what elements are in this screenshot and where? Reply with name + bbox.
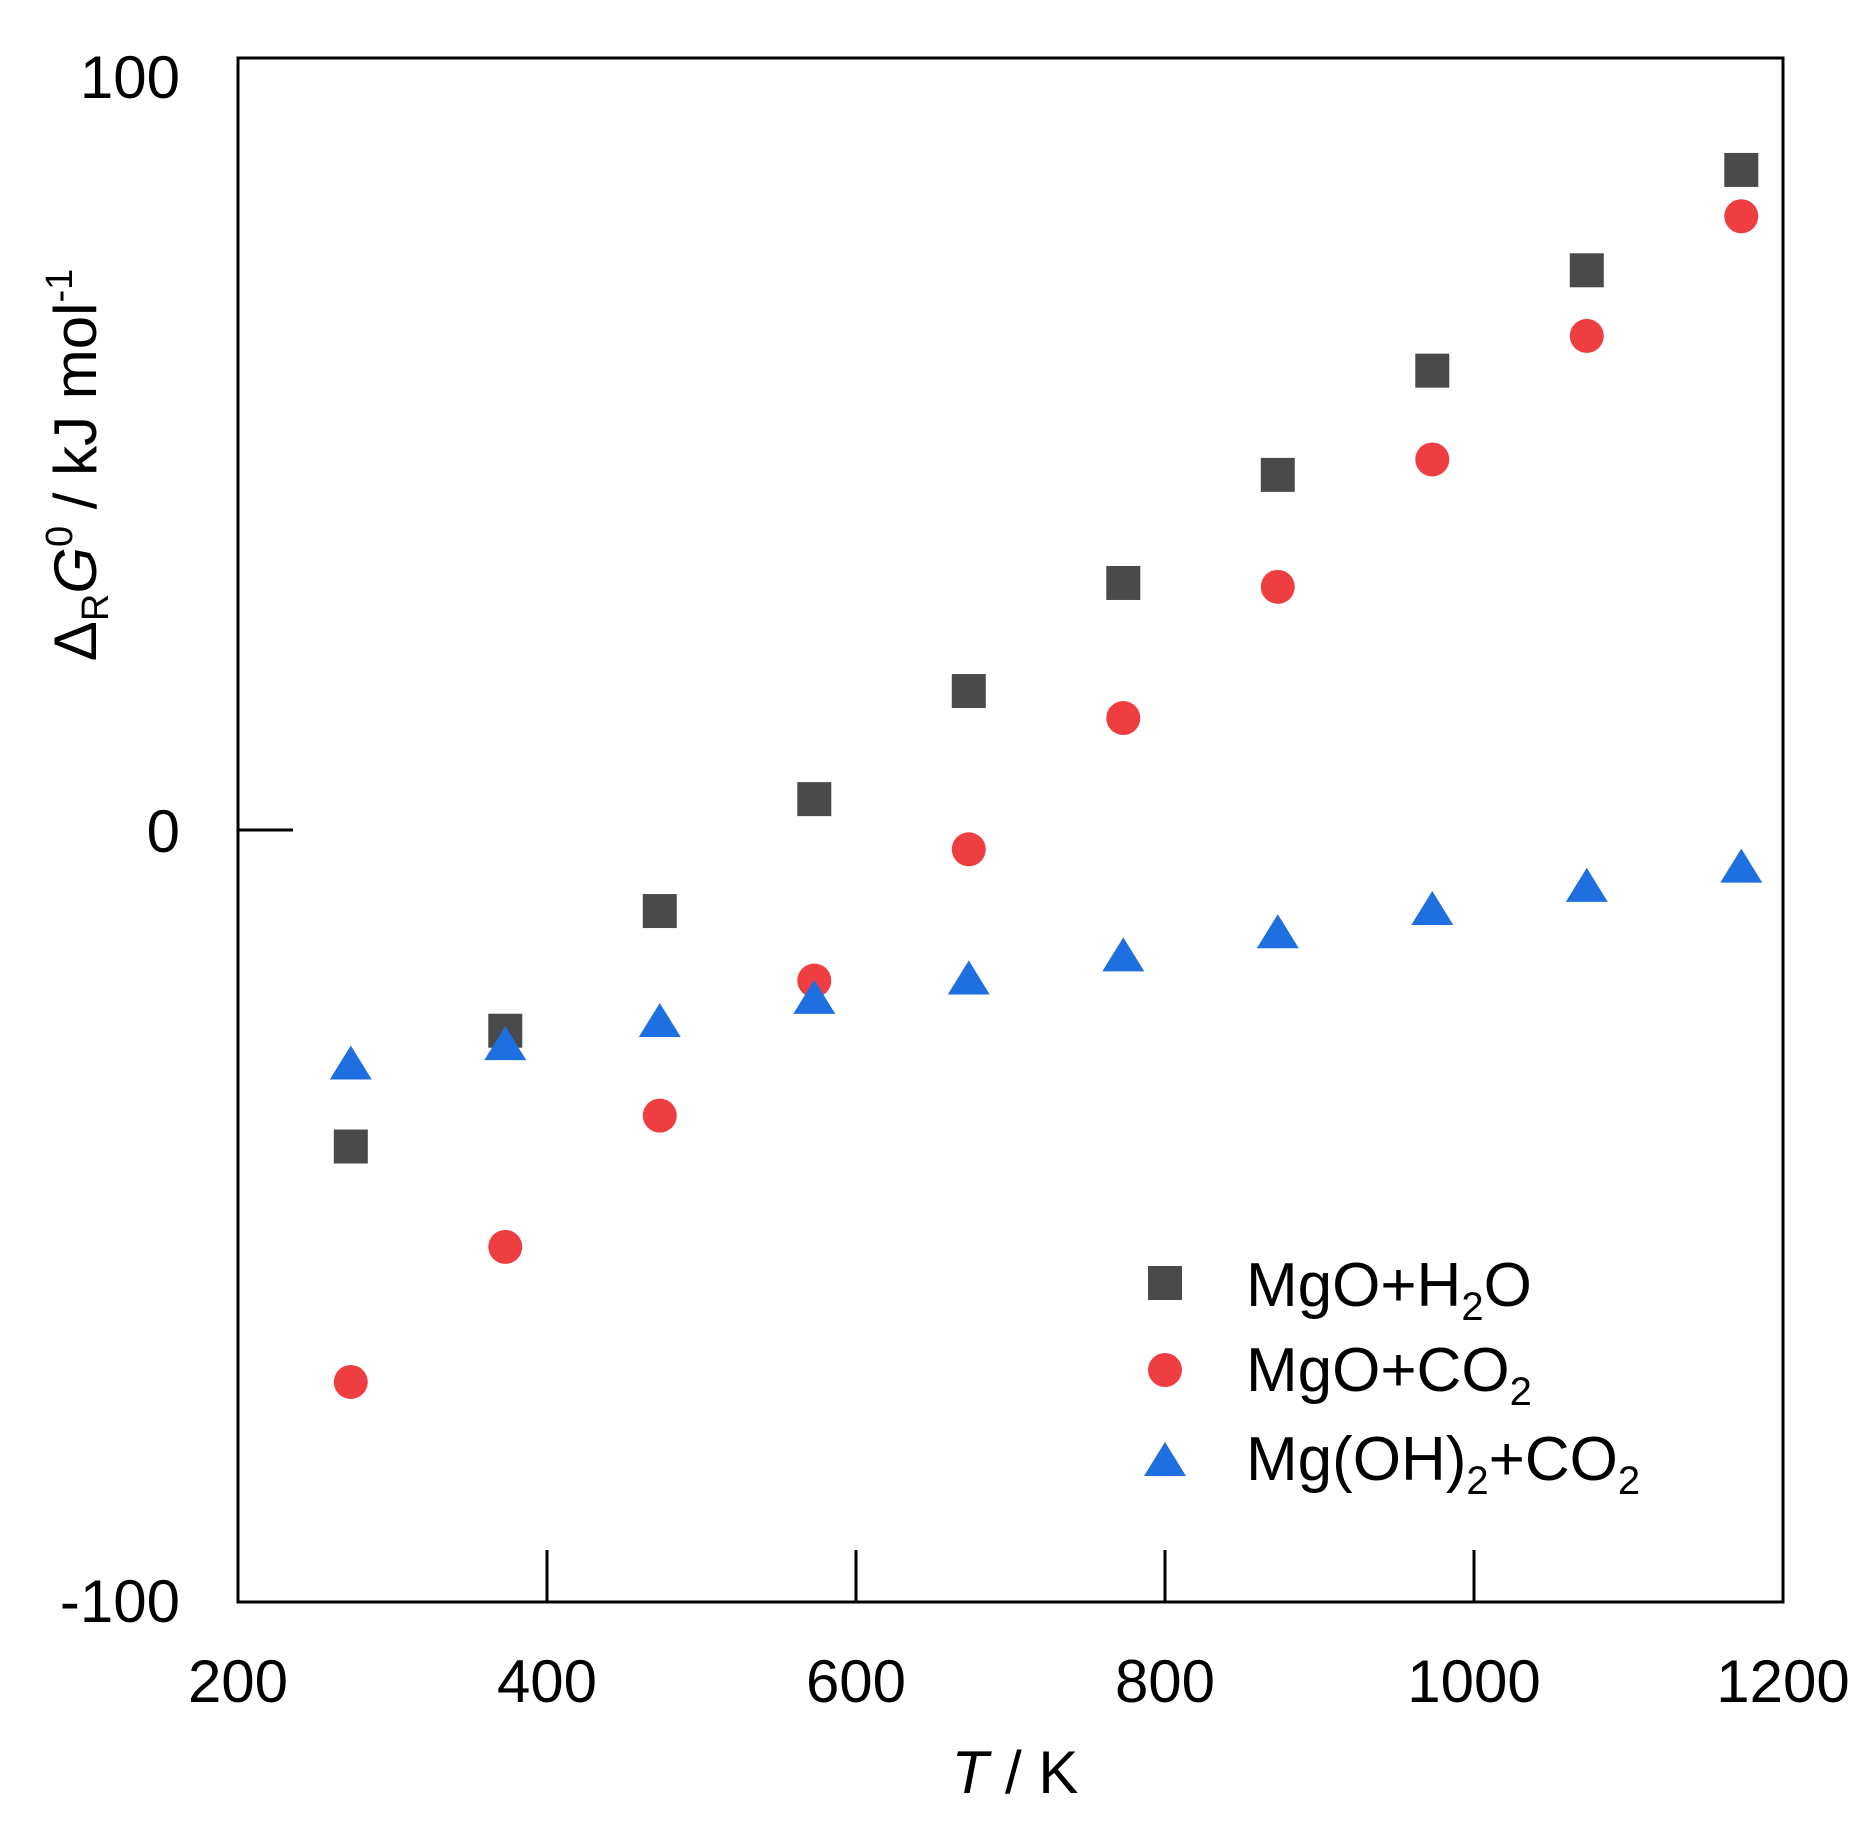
y-axis-title: ΔRG0 / kJ mol-1 — [39, 269, 117, 662]
x-tick-label: 600 — [806, 1648, 906, 1715]
data-point-square — [642, 894, 677, 929]
svg-text:MgO+H2O: MgO+H2O — [1246, 1251, 1532, 1329]
data-point-circle — [333, 1364, 368, 1399]
data-point-triangle — [1720, 848, 1763, 883]
legend: MgO+H2O MgO+CO2 Mg(OH)2+CO2 — [1144, 1251, 1640, 1503]
data-point-triangle — [1256, 914, 1299, 949]
x-tick-label: 1000 — [1407, 1648, 1540, 1715]
data-point-square — [797, 782, 832, 817]
data-point-triangle — [1565, 867, 1608, 902]
series-circle — [333, 199, 1759, 1399]
plot-frame — [236, 56, 1785, 1604]
data-point-square — [333, 1129, 368, 1164]
svg-text:MgO+CO2: MgO+CO2 — [1246, 1336, 1532, 1414]
data-point-triangle — [1102, 937, 1145, 972]
x-tick-label: 800 — [1115, 1648, 1215, 1715]
data-point-circle — [1260, 569, 1295, 604]
data-point-square — [1415, 353, 1450, 388]
data-point-square — [951, 674, 986, 709]
x-tick-label: 400 — [497, 1648, 597, 1715]
series-square — [333, 152, 1759, 1164]
data-point-circle — [1106, 701, 1141, 736]
y-tick-label: -100 — [60, 1568, 180, 1635]
data-point-triangle — [947, 960, 990, 995]
legend-marker-square — [1148, 1266, 1182, 1300]
legend-entry-mgoh2-co2: Mg(OH)2+CO2 — [1144, 1425, 1640, 1503]
data-point-circle — [1415, 442, 1450, 477]
data-point-circle — [642, 1098, 677, 1133]
x-tick-label: 1200 — [1716, 1648, 1849, 1715]
data-point-circle — [1724, 199, 1759, 234]
data-point-square — [1260, 457, 1295, 492]
data-point-triangle — [638, 1003, 681, 1037]
legend-entry-mgo-h2o: MgO+H2O — [1148, 1251, 1532, 1329]
x-axis-title: T / K — [952, 1739, 1079, 1806]
x-tick-label: 200 — [188, 1648, 288, 1715]
data-point-circle — [1569, 318, 1604, 353]
legend-entry-mgo-co2: MgO+CO2 — [1148, 1336, 1532, 1414]
data-point-triangle — [1411, 891, 1454, 926]
data-point-triangle — [484, 1026, 527, 1061]
data-point-circle — [488, 1229, 523, 1264]
series-triangle — [329, 848, 1763, 1080]
data-point-triangle — [793, 979, 836, 1014]
svg-text:Mg(OH)2+CO2: Mg(OH)2+CO2 — [1246, 1425, 1640, 1503]
legend-marker-circle — [1148, 1353, 1182, 1387]
data-point-square — [1569, 253, 1604, 288]
y-tick-label: 100 — [80, 44, 180, 111]
data-point-triangle — [329, 1045, 372, 1080]
data-point-square — [1106, 565, 1141, 600]
data-point-circle — [951, 832, 986, 867]
legend-marker-triangle — [1144, 1442, 1186, 1476]
y-tick-label: 0 — [147, 798, 180, 865]
data-point-square — [1724, 152, 1759, 187]
